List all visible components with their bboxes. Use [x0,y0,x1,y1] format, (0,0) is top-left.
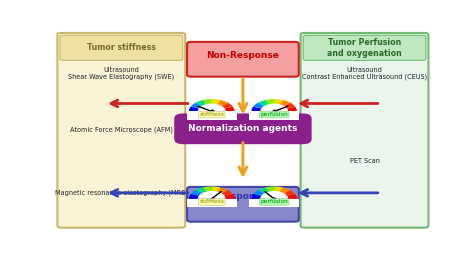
Text: Normalization agents: Normalization agents [188,124,298,133]
Text: Ultrasound
Contrast Enhanced Ultrasound (CEUS): Ultrasound Contrast Enhanced Ultrasound … [302,67,427,80]
Wedge shape [191,190,202,196]
Wedge shape [221,190,233,196]
Text: Tumor stiffness: Tumor stiffness [87,43,156,52]
Wedge shape [258,100,269,106]
Wedge shape [203,187,212,192]
Wedge shape [251,194,262,199]
Wedge shape [212,187,220,192]
Wedge shape [283,190,295,196]
Wedge shape [265,187,274,192]
FancyBboxPatch shape [187,42,299,77]
Text: Magnetic resonance elastography (MRE): Magnetic resonance elastography (MRE) [55,190,188,196]
FancyBboxPatch shape [249,199,299,207]
Wedge shape [203,99,212,105]
Text: stiffness: stiffness [199,199,224,204]
Wedge shape [286,107,297,111]
Wedge shape [212,99,220,105]
Wedge shape [283,103,295,109]
FancyBboxPatch shape [187,111,237,120]
Wedge shape [196,188,207,194]
Wedge shape [191,103,202,109]
Circle shape [261,192,287,206]
Wedge shape [189,107,200,111]
Wedge shape [224,194,235,199]
Text: Non-Response: Non-Response [207,51,279,60]
Text: PET Scan: PET Scan [350,158,380,164]
Text: stiffness: stiffness [199,112,224,117]
Wedge shape [217,100,228,106]
Circle shape [199,104,225,119]
FancyBboxPatch shape [57,33,185,228]
Wedge shape [224,107,235,111]
Wedge shape [279,100,290,106]
Wedge shape [196,100,207,106]
Text: Response: Response [219,192,267,201]
FancyBboxPatch shape [174,114,311,144]
Text: perfusion: perfusion [260,112,288,117]
FancyBboxPatch shape [187,199,237,207]
Wedge shape [217,188,228,194]
Wedge shape [265,99,274,105]
Wedge shape [286,194,297,199]
FancyBboxPatch shape [187,187,299,222]
Wedge shape [251,107,262,111]
Wedge shape [274,99,283,105]
Text: perfusion: perfusion [260,199,288,204]
Wedge shape [189,194,200,199]
FancyBboxPatch shape [249,111,299,120]
Wedge shape [279,188,290,194]
Circle shape [199,192,225,206]
Wedge shape [274,187,283,192]
Wedge shape [258,188,269,194]
Text: Atomic Force Microscope (AFM): Atomic Force Microscope (AFM) [70,126,173,133]
Wedge shape [253,103,265,109]
Circle shape [261,104,287,119]
Wedge shape [253,190,265,196]
Wedge shape [221,103,233,109]
Text: Tumor Perfusion
and oxygenation: Tumor Perfusion and oxygenation [327,38,402,58]
FancyBboxPatch shape [303,35,426,60]
FancyBboxPatch shape [60,35,182,60]
Text: Ultrasound
Shear Wave Elastography (SWE): Ultrasound Shear Wave Elastography (SWE) [68,67,174,80]
FancyBboxPatch shape [301,33,428,228]
